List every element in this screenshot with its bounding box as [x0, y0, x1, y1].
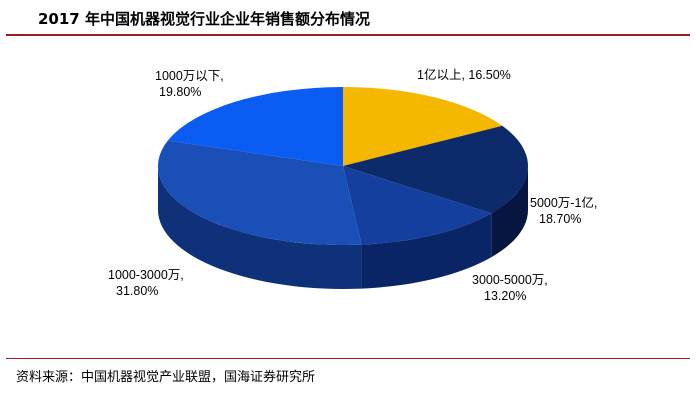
- slice-label-3000-5000: 3000-5000万, 13.20%: [472, 273, 551, 303]
- title-divider: [6, 34, 690, 36]
- pie-side-faces: [158, 166, 528, 289]
- pie-slice-0: [343, 87, 503, 166]
- source-divider: [6, 358, 690, 359]
- pie-top-faces: [158, 87, 528, 245]
- pie-slice-4: [167, 87, 343, 166]
- pie-slice-1: [343, 125, 528, 214]
- pie-side-1: [491, 166, 528, 258]
- slice-label-5000-1yi: 5000万-1亿, 18.70%: [530, 195, 601, 226]
- pie-slice-3: [158, 140, 362, 245]
- slice-label-1000-below: 1000万以下, 19.80%: [155, 69, 227, 99]
- slice-label-1yi-above: 1亿以上, 16.50%: [417, 67, 511, 82]
- pie-slice-2: [343, 166, 492, 245]
- chart-title: 2017 年中国机器视觉行业企业年销售额分布情况: [38, 10, 370, 28]
- pie-side-3: [158, 166, 362, 289]
- pie-side-2: [361, 213, 492, 289]
- source-note: 资料来源：中国机器视觉产业联盟，国海证券研究所: [16, 370, 316, 385]
- slice-label-1000-3000: 1000-3000万, 31.80%: [108, 268, 187, 298]
